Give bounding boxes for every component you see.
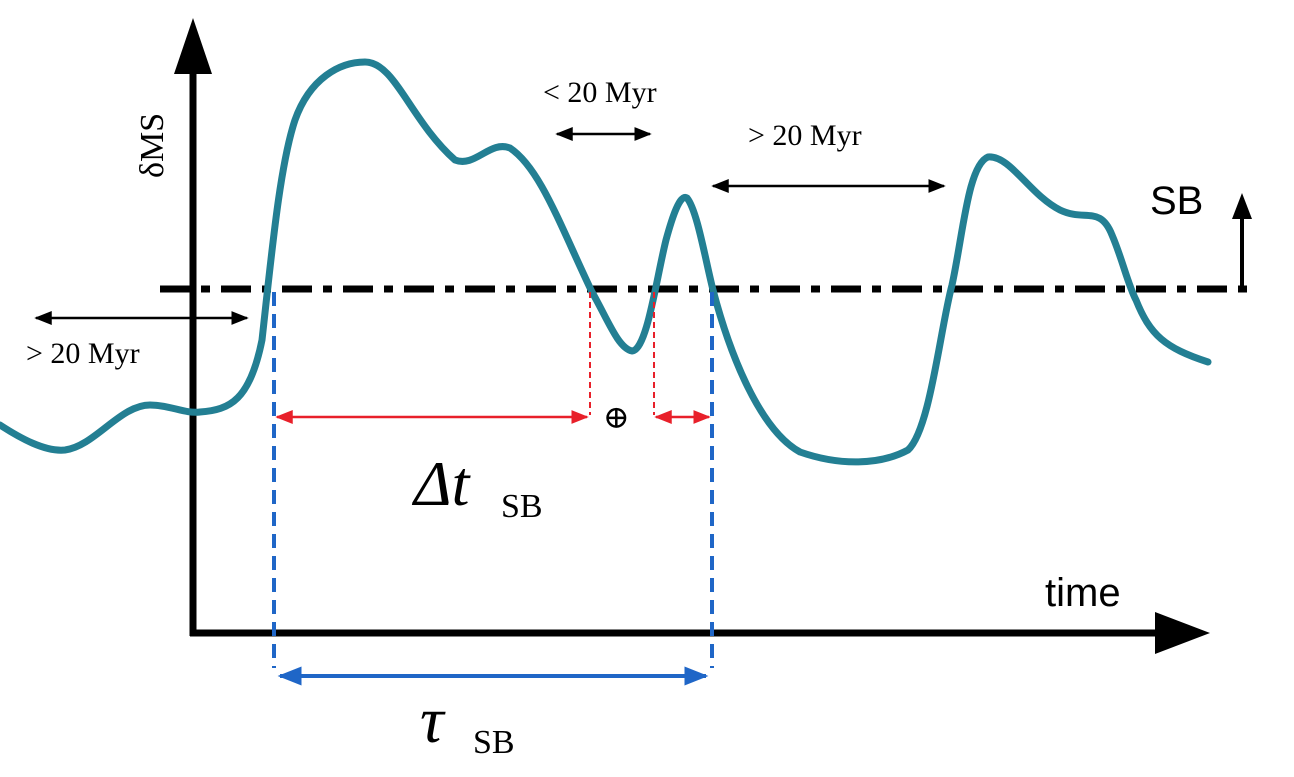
delta-t-main: Δt xyxy=(411,448,472,519)
sb-up-arrow xyxy=(1232,193,1252,290)
interval-label-middle-long: > 20 Myr xyxy=(748,119,862,152)
tau-sb-label: τ SB xyxy=(420,684,515,761)
tau-main: τ xyxy=(420,684,446,757)
x-axis-label: time xyxy=(1045,571,1121,615)
tau-subscript: SB xyxy=(473,724,515,761)
delta-ms-curve xyxy=(0,58,1212,466)
delta-t-sb-label: Δt SB xyxy=(411,448,543,525)
y-axis xyxy=(174,18,212,636)
x-axis xyxy=(190,612,1210,654)
delta-t-subscript: SB xyxy=(501,488,543,525)
y-axis-label: δMS xyxy=(134,113,171,178)
interval-label-middle-short: < 20 Myr xyxy=(543,76,657,109)
oplus-symbol: ⊕ xyxy=(603,398,630,436)
sb-label: SB xyxy=(1150,179,1203,223)
interval-label-lower-left: > 20 Myr xyxy=(26,337,140,370)
